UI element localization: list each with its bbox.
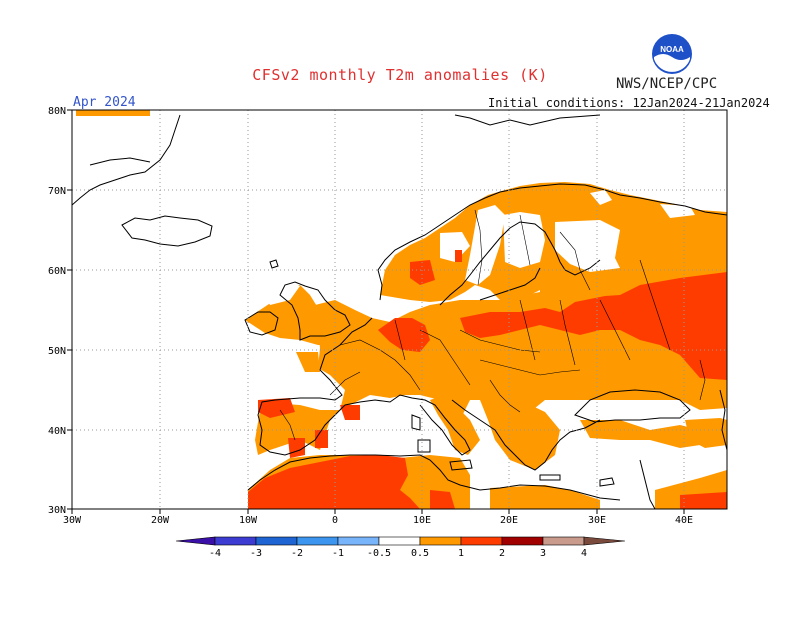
colorbar-swatch [296, 536, 339, 546]
colorbar-low-arrow [175, 536, 216, 546]
colorbar-label: 4 [581, 548, 587, 559]
y-tick-label: 50N [48, 346, 66, 357]
y-tick-label: 60N [48, 266, 66, 277]
x-tick-label: 20W [151, 515, 170, 526]
colorbar [175, 536, 626, 546]
colorbar-swatch [501, 536, 544, 546]
colorbar-label: 1 [458, 548, 464, 559]
colorbar-label: -0.5 [367, 548, 391, 559]
valid-month-label: Apr 2024 [73, 95, 136, 110]
x-tick-label: 30W [63, 515, 82, 526]
x-tick-label: 10W [239, 515, 258, 526]
colorbar-label: 2 [499, 548, 505, 559]
svg-text:NOAA: NOAA [660, 45, 684, 54]
y-tick-label: 40N [48, 426, 66, 437]
y-tick-label: 80N [48, 106, 66, 117]
x-tick-label: 10E [413, 515, 431, 526]
map-frame [71, 109, 728, 510]
graticule [72, 110, 727, 509]
x-tick-label: 40E [675, 515, 693, 526]
colorbar-label: 0.5 [411, 548, 429, 559]
colorbar-swatch [378, 536, 421, 546]
colorbar-labels: -4 -3 -2 -1 -0.5 0.5 1 2 3 4 [209, 548, 587, 559]
coastlines [72, 114, 727, 509]
colorbar-label: 3 [540, 548, 546, 559]
x-tick-label: 20E [500, 515, 518, 526]
colorbar-swatch [542, 536, 585, 546]
y-tick-label: 70N [48, 186, 66, 197]
noaa-logo-icon: NOAA [652, 34, 692, 74]
y-tick-labels: 30N 40N 50N 60N 70N 80N [48, 106, 66, 516]
initial-conditions-label: Initial conditions: 12Jan2024-21Jan2024 [488, 96, 770, 110]
colorbar-label: -3 [250, 548, 262, 559]
colorbar-swatch [419, 536, 462, 546]
colorbar-label: -2 [291, 548, 303, 559]
colorbar-swatch [337, 536, 380, 546]
colorbar-swatch [255, 536, 298, 546]
country-borders [279, 209, 706, 441]
colorbar-swatch [460, 536, 503, 546]
agency-label: NWS/NCEP/CPC [616, 76, 718, 92]
colorbar-label: -1 [332, 548, 344, 559]
x-tick-labels: 30W 20W 10W 0 10E 20E 30E 40E [63, 515, 693, 526]
colorbar-label: -4 [209, 548, 221, 559]
tick-marks [67, 109, 685, 514]
colorbar-high-arrow [583, 536, 626, 546]
x-tick-label: 0 [332, 515, 338, 526]
map-title: CFSv2 monthly T2m anomalies (K) [252, 66, 548, 84]
y-tick-label: 30N [48, 505, 66, 516]
x-tick-label: 30E [588, 515, 606, 526]
anomaly-field [72, 110, 727, 509]
colorbar-swatch [214, 536, 257, 546]
